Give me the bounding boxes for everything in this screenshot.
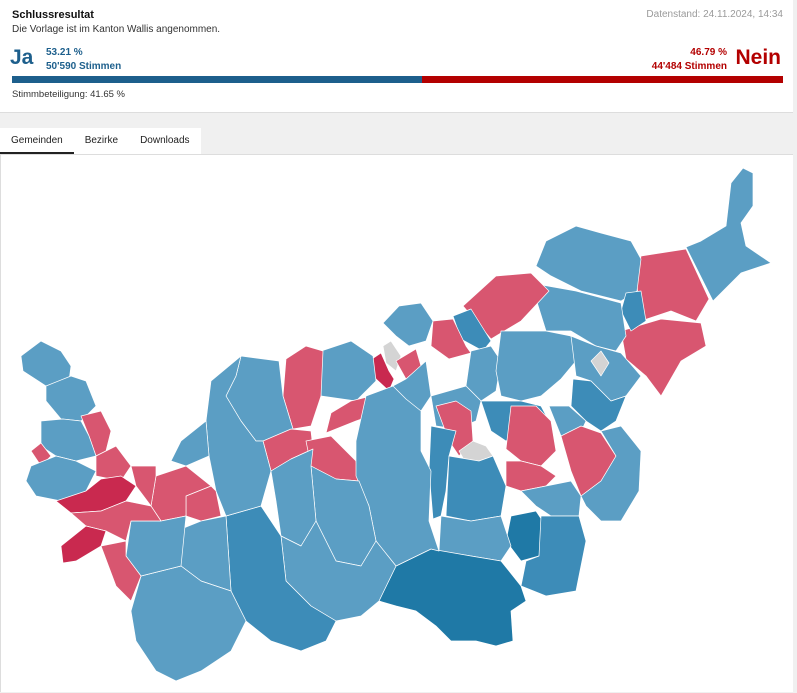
view-tabs: Gemeinden Bezirke Downloads bbox=[0, 128, 201, 154]
yes-percent: 53.21 % bbox=[46, 47, 83, 58]
result-subtitle: Die Vorlage ist im Kanton Wallis angenom… bbox=[12, 24, 221, 35]
municipality-region[interactable] bbox=[462, 272, 550, 340]
municipality-region[interactable] bbox=[505, 460, 557, 492]
turnout-text: Stimmbeteiligung: 41.65 % bbox=[12, 89, 126, 100]
municipality-region[interactable] bbox=[60, 525, 107, 564]
municipality-region[interactable] bbox=[570, 378, 627, 432]
municipality-region[interactable] bbox=[130, 465, 157, 507]
municipality-region[interactable] bbox=[95, 445, 132, 482]
municipality-region[interactable] bbox=[205, 355, 272, 517]
municipality-region[interactable] bbox=[685, 167, 772, 302]
map-panel bbox=[0, 154, 793, 692]
no-label: Nein bbox=[735, 46, 781, 69]
municipality-region[interactable] bbox=[580, 425, 642, 522]
result-title: Schlussresultat bbox=[12, 9, 94, 21]
municipality-region[interactable] bbox=[535, 225, 642, 302]
municipality-region[interactable] bbox=[520, 480, 582, 517]
tab-bezirke[interactable]: Bezirke bbox=[73, 128, 130, 154]
municipality-region[interactable] bbox=[620, 318, 707, 397]
municipality-region[interactable] bbox=[170, 420, 210, 467]
canton-map[interactable] bbox=[1, 155, 794, 693]
municipality-region[interactable] bbox=[505, 405, 557, 467]
yes-votes: 50'590 Stimmen bbox=[46, 61, 122, 72]
tab-gemeinden[interactable]: Gemeinden bbox=[0, 128, 74, 154]
municipality-region[interactable] bbox=[382, 302, 434, 347]
municipality-region[interactable] bbox=[125, 515, 187, 577]
municipality-region[interactable] bbox=[100, 540, 142, 602]
municipality-region[interactable] bbox=[520, 515, 587, 597]
municipality-region[interactable] bbox=[130, 565, 247, 682]
result-bar bbox=[12, 76, 783, 83]
municipality-region[interactable] bbox=[590, 350, 610, 377]
result-bar-no bbox=[422, 76, 783, 83]
municipality-region[interactable] bbox=[20, 340, 72, 387]
result-bar-yes bbox=[12, 76, 423, 83]
result-summary-card: Schlussresultat Die Vorlage ist im Kanto… bbox=[0, 0, 793, 113]
data-timestamp: Datenstand: 24.11.2024, 14:34 bbox=[646, 9, 783, 20]
municipality-region[interactable] bbox=[320, 340, 377, 402]
municipality-region[interactable] bbox=[530, 282, 627, 352]
municipality-region[interactable] bbox=[495, 330, 577, 402]
municipality-region[interactable] bbox=[378, 548, 527, 647]
tab-downloads[interactable]: Downloads bbox=[129, 128, 201, 154]
municipality-region[interactable] bbox=[445, 455, 507, 522]
municipality-region[interactable] bbox=[45, 375, 97, 422]
yes-label: Ja bbox=[10, 46, 34, 69]
no-votes: 44'484 Stimmen bbox=[651, 61, 727, 72]
no-percent: 46.79 % bbox=[690, 47, 727, 58]
